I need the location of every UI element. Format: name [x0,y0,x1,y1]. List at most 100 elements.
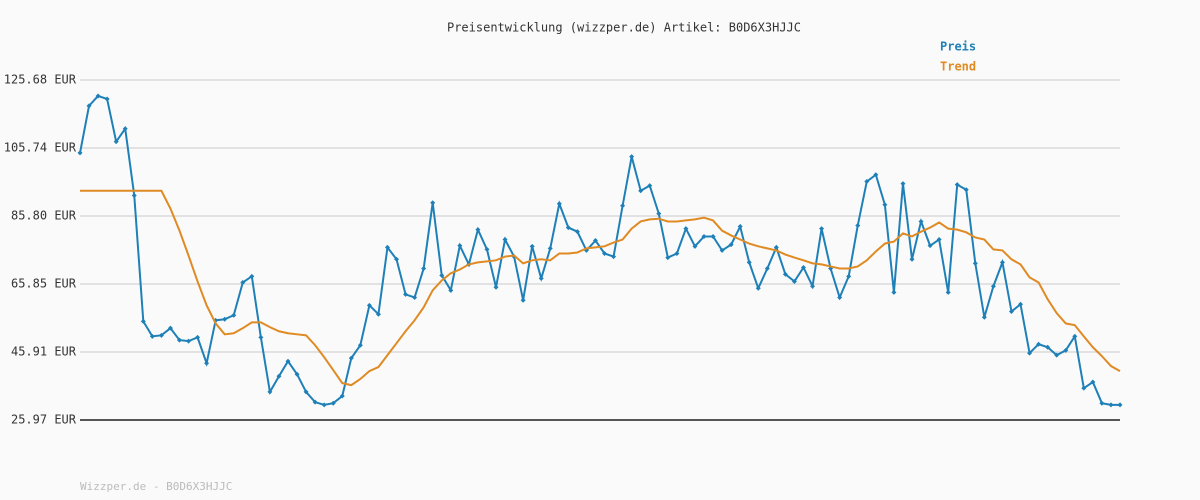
point-marker [285,358,291,364]
point-marker [357,342,363,348]
point-marker [475,227,481,233]
point-marker [999,259,1005,265]
chart-title: Preisentwicklung (wizzper.de) Artikel: B… [447,21,801,35]
point-marker [547,245,553,251]
y-tick-label: 65.85 EUR [11,277,77,291]
point-marker [873,172,879,178]
point-marker [1008,308,1014,314]
point-marker [104,96,110,102]
point-marker [746,259,752,265]
point-marker [972,260,978,266]
point-marker [113,139,119,145]
point-marker [240,279,246,285]
point-marker [312,399,318,405]
point-marker [412,294,418,300]
point-marker [846,273,852,279]
point-marker [990,283,996,289]
point-marker [375,311,381,317]
point-marker [1117,402,1123,408]
point-marker [1099,400,1105,406]
point-marker [131,193,137,199]
point-marker [656,211,662,217]
point-marker [330,400,336,406]
y-tick-label: 25.97 EUR [11,413,77,427]
point-marker [1072,333,1078,339]
point-marker [394,256,400,262]
point-marker [457,243,463,249]
point-marker [529,243,535,249]
point-marker [1018,301,1024,307]
point-marker [819,226,825,232]
point-marker [683,226,689,232]
point-marker [692,243,698,249]
point-marker [918,218,924,224]
point-marker [231,312,237,318]
point-marker [366,302,372,308]
point-marker [222,316,228,322]
point-marker [321,402,327,408]
point-marker [629,154,635,160]
legend-label: Trend [940,60,976,74]
point-marker [574,229,580,235]
point-marker [448,287,454,293]
point-marker [258,334,264,340]
point-marker [249,273,255,279]
point-marker [167,325,173,331]
point-marker [855,223,861,229]
point-marker [158,332,164,338]
point-marker [945,289,951,295]
point-marker [339,393,345,399]
point-marker [837,294,843,300]
point-marker [1027,350,1033,356]
y-tick-label: 125.68 EUR [4,73,77,87]
point-marker [122,126,128,132]
point-marker [900,181,906,187]
point-marker [909,256,915,262]
point-marker [647,183,653,189]
point-marker [719,247,725,253]
point-marker [493,284,499,290]
point-marker [403,291,409,297]
point-marker [737,224,743,230]
point-marker [1036,341,1042,347]
point-marker [1090,379,1096,385]
point-marker [665,255,671,261]
point-marker [384,244,390,250]
point-marker [1063,347,1069,353]
point-marker [565,225,571,231]
point-marker [502,237,508,243]
point-marker [1108,402,1114,408]
point-marker [638,188,644,194]
point-marker [701,233,707,239]
point-marker [439,272,445,278]
series-line [80,189,1121,387]
y-tick-label: 45.91 EUR [11,345,77,359]
point-marker [538,275,544,281]
footer: Wizzper.de - B0D6X3HJJC [80,480,232,493]
point-marker [728,242,734,248]
point-marker [520,297,526,303]
point-marker [592,238,598,244]
point-marker [176,337,182,343]
point-marker [556,201,562,207]
point-marker [755,285,761,291]
point-marker [927,243,933,249]
point-marker [936,237,942,243]
point-marker [276,373,282,379]
point-marker [140,318,146,324]
point-marker [195,334,201,340]
point-marker [800,264,806,270]
point-marker [421,265,427,271]
point-marker [864,179,870,185]
point-marker [484,246,490,252]
point-marker [710,233,716,239]
point-marker [267,389,273,395]
point-marker [430,200,436,206]
point-marker [764,265,770,271]
point-marker [186,338,192,344]
point-marker [620,203,626,209]
point-marker [348,355,354,361]
point-marker [204,360,210,366]
